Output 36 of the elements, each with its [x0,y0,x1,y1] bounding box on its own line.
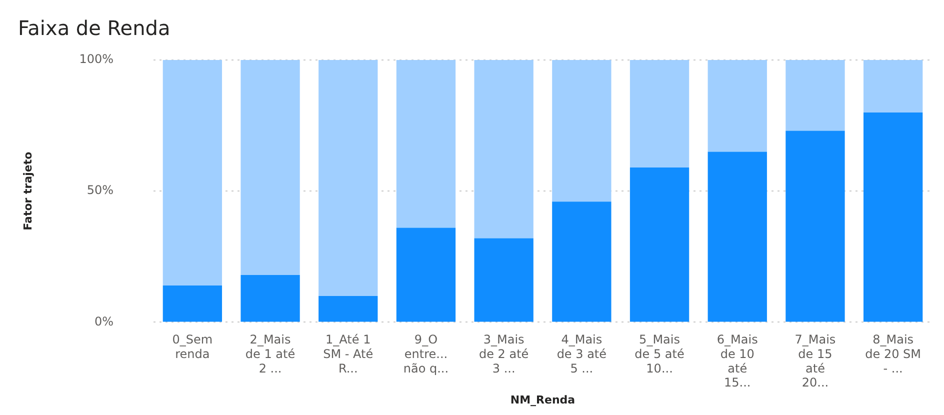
bar [240,60,300,276]
bar [863,60,923,112]
bar [474,60,534,238]
bar [474,238,534,322]
x-tick-label: 6_Mais de 10 até 15... [716,332,758,390]
bar [708,60,767,152]
bar [552,202,612,322]
chart-title: Faixa de Renda [18,16,170,40]
x-tick-label: 1_Até 1 SM - Até R... [323,332,374,376]
bar [630,168,690,322]
y-axis-title: Fator trajeto [21,151,34,230]
x-tick-label: 0_Sem renda [172,332,213,361]
y-tick-label: 0% [94,314,114,328]
bar [708,152,767,322]
bar [162,60,222,286]
x-tick-label: 9_O entre... não q... [403,332,449,376]
bar [630,60,690,168]
x-tick-label: 8_Mais de 20 SM - ... [865,332,922,376]
bar [240,275,300,322]
bar [318,60,378,296]
y-tick-label: 50% [86,183,114,198]
bar [552,60,612,202]
bar [396,60,456,228]
bar [396,228,456,322]
x-tick-label: 7_Mais de 15 até 20... [794,332,836,390]
x-axis-title: NM_Renda [510,393,576,406]
bar [786,130,845,322]
bar [863,112,923,322]
bar [162,285,222,322]
x-tick-label: 3_Mais de 2 até 3 ... [478,332,529,376]
x-tick-label: 4_Mais de 3 até 5 ... [556,332,607,376]
y-tick-label: 100% [79,52,114,66]
bar [786,60,845,131]
bar [318,296,378,322]
x-tick-label: 2_Mais de 1 até 2 ... [245,332,296,376]
x-tick-label: 5_Mais de 5 até 10... [634,332,684,376]
